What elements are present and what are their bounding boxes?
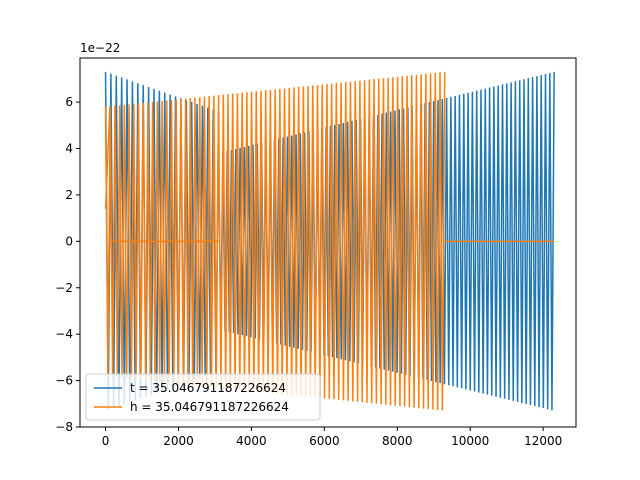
x-axis: 0 2000 4000 6000 8000 10000 12000 [102,427,562,448]
x-tick-label: 4000 [236,434,267,448]
y-tick-label: −4 [55,327,73,341]
y-offset-label: 1e−22 [80,41,120,55]
legend-label-1: t = 35.046791187226624 [130,381,286,395]
x-tick-label: 12000 [524,434,562,448]
y-tick-label: −6 [55,374,73,388]
y-tick-label: 0 [65,234,73,248]
x-tick-label: 2000 [163,434,194,448]
legend-label-2: h = 35.046791187226624 [130,400,289,414]
y-tick-label: −2 [55,281,73,295]
y-axis: −8 −6 −4 −2 0 2 4 6 [55,95,80,434]
series-2-segment-3 [104,71,446,411]
legend: t = 35.046791187226624 h = 35.04679118722… [85,373,321,421]
x-tick-label: 8000 [382,434,413,448]
plot-frame [79,57,577,428]
y-tick-label: −8 [55,420,73,434]
legend-box [85,373,321,421]
y-tick-label: 4 [65,142,73,156]
x-tick-label: 10000 [451,434,489,448]
x-tick-label: 0 [102,434,110,448]
y-tick-label: 6 [65,95,73,109]
y-tick-label: 2 [65,188,73,202]
x-tick-label: 6000 [309,434,340,448]
